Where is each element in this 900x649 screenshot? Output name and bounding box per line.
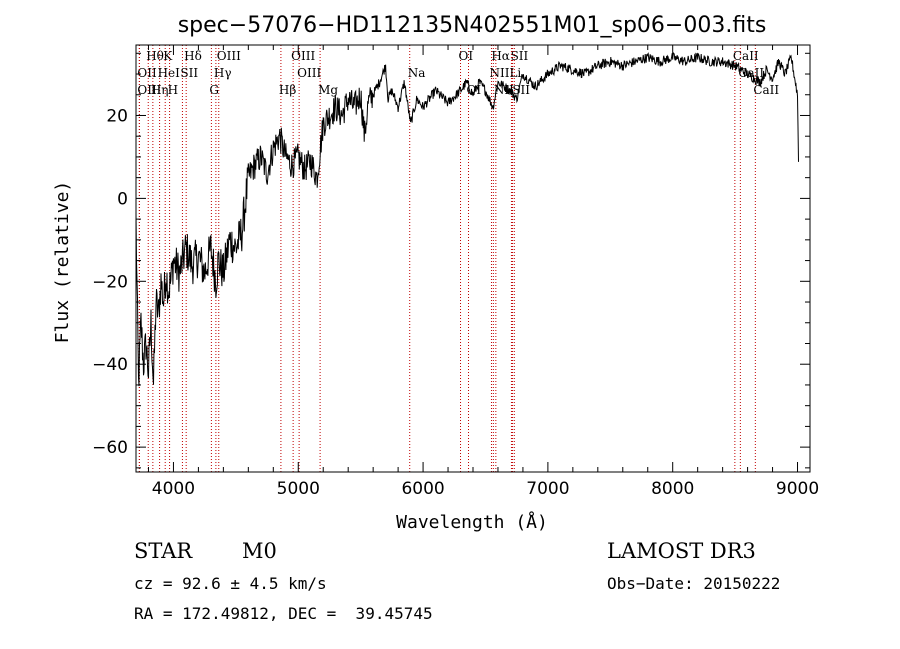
spectral-line-label: SII — [512, 83, 530, 97]
spectral-line-label: K — [163, 49, 173, 63]
x-tick-label: 5000 — [277, 479, 320, 499]
x-tick-label: 8000 — [651, 479, 694, 499]
flux-series-line — [135, 51, 799, 387]
y-tick-label: −60 — [92, 438, 128, 458]
spectral-line-label: Hη — [151, 83, 169, 97]
spectral-line-label: G — [209, 83, 219, 97]
y-axis-label: Flux (relative) — [52, 181, 73, 344]
redshift-cz: cz = 92.6 ± 4.5 km/s — [134, 574, 327, 593]
spectral-line-label: OIII — [291, 49, 315, 63]
spectral-line-label: Hθ — [146, 49, 164, 63]
observation-date: Obs−Date: 20150222 — [607, 574, 781, 593]
spectral-line-label: Hγ — [214, 66, 232, 80]
spectral-line-label: Hβ — [279, 83, 296, 97]
x-tick-label: 4000 — [152, 479, 195, 499]
spectral-line-label: SII — [511, 49, 529, 63]
x-axis-label: Wavelength (Å) — [396, 511, 548, 533]
spectral-line-label: Na — [408, 66, 426, 80]
spectral-line-label: OII — [137, 66, 157, 80]
spectral-line-label: OI — [459, 49, 474, 63]
spectral-line-label: CaII — [753, 83, 779, 97]
spectral-line-label: Li — [509, 66, 521, 80]
spectral-subclass: M0 — [242, 539, 277, 563]
x-tick-label: 9000 — [776, 479, 819, 499]
y-tick-label: −20 — [92, 272, 128, 292]
y-tick-label: −40 — [92, 355, 128, 375]
spectral-line-label: OIII — [217, 49, 241, 63]
survey-name: LAMOST DR3 — [607, 539, 756, 563]
spectral-line-label: H — [168, 83, 178, 97]
x-tick-label: 6000 — [401, 479, 444, 499]
spectral-line-label: OIII — [137, 83, 161, 97]
ra-dec-coordinates: RA = 172.49812, DEC = 39.45745 — [134, 604, 433, 623]
spectral-line-label: Hδ — [184, 49, 202, 63]
axis-ticks: 4000 5000 6000 7000 8000 9000 −60 −40 −20 0 20 — [92, 45, 819, 499]
spectral-line-label: Hα — [491, 49, 510, 63]
spectral-line-label: OIII — [297, 66, 321, 80]
chart-title: spec−57076−HD112135N402551M01_sp06−003.f… — [178, 13, 767, 38]
plot-frame — [135, 44, 811, 473]
spectral-line-label: HeI — [158, 66, 181, 80]
spectral-line-label: SII — [180, 66, 198, 80]
object-type: STAR — [134, 539, 193, 563]
x-tick-label: 7000 — [526, 479, 569, 499]
spectral-line-label: Mg — [318, 83, 338, 97]
y-tick-label: 0 — [117, 189, 128, 209]
spectral-line-label: CaII — [733, 49, 759, 63]
y-tick-label: 20 — [106, 106, 128, 126]
spectral-line-label: NII — [489, 66, 509, 80]
